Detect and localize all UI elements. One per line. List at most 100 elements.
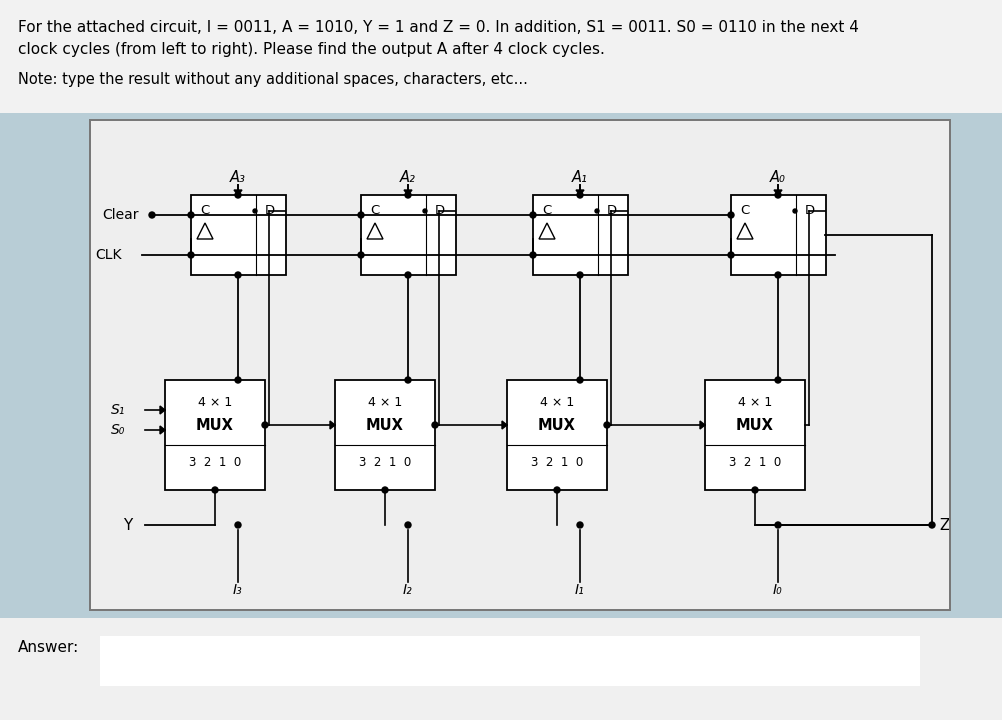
Circle shape	[530, 212, 536, 218]
Text: clock cycles (from left to right). Please find the output A after 4 clock cycles: clock cycles (from left to right). Pleas…	[18, 42, 605, 57]
Circle shape	[262, 422, 268, 428]
Bar	[705, 380, 805, 490]
Text: I₀: I₀	[774, 583, 783, 597]
Circle shape	[188, 252, 194, 258]
Circle shape	[358, 212, 364, 218]
Text: 3  2  1  0: 3 2 1 0	[359, 456, 411, 469]
Bar	[90, 120, 950, 610]
Text: MUX: MUX	[736, 418, 774, 433]
Text: C: C	[200, 204, 209, 217]
Text: CLK: CLK	[95, 248, 121, 262]
Text: Note: type the result without any additional spaces, characters, etc...: Note: type the result without any additi…	[18, 72, 528, 87]
Polygon shape	[576, 190, 584, 195]
Circle shape	[405, 272, 411, 278]
Circle shape	[577, 522, 583, 528]
Polygon shape	[539, 223, 555, 239]
Circle shape	[405, 522, 411, 528]
Text: 4 × 1: 4 × 1	[197, 395, 232, 408]
Circle shape	[577, 272, 583, 278]
Circle shape	[595, 209, 599, 213]
Bar	[90, 120, 950, 610]
Bar	[191, 195, 286, 275]
Circle shape	[775, 192, 781, 198]
Polygon shape	[234, 190, 242, 195]
Circle shape	[235, 192, 241, 198]
Polygon shape	[737, 223, 753, 239]
Text: D: D	[805, 204, 815, 217]
Text: 3  2  1  0: 3 2 1 0	[531, 456, 583, 469]
Text: C: C	[371, 204, 380, 217]
Text: I₁: I₁	[575, 583, 585, 597]
Circle shape	[929, 522, 935, 528]
Circle shape	[432, 422, 438, 428]
Circle shape	[604, 422, 610, 428]
Circle shape	[382, 487, 388, 493]
Circle shape	[423, 209, 427, 213]
Circle shape	[253, 209, 257, 213]
Text: Z: Z	[940, 518, 950, 533]
Bar	[731, 195, 826, 275]
Circle shape	[358, 252, 364, 258]
Text: Y: Y	[123, 518, 132, 533]
Circle shape	[775, 272, 781, 278]
Circle shape	[728, 212, 734, 218]
Bar	[507, 380, 607, 490]
Text: 4 × 1: 4 × 1	[737, 395, 773, 408]
Polygon shape	[502, 421, 507, 429]
Bar	[533, 195, 628, 275]
Circle shape	[752, 487, 758, 493]
Text: D: D	[607, 204, 617, 217]
Circle shape	[405, 192, 411, 198]
Circle shape	[149, 212, 155, 218]
Text: D: D	[265, 204, 276, 217]
Polygon shape	[404, 190, 412, 195]
Bar	[0, 618, 1002, 720]
Circle shape	[188, 212, 194, 218]
Circle shape	[775, 377, 781, 383]
Circle shape	[793, 209, 797, 213]
Text: C: C	[740, 204, 749, 217]
Circle shape	[235, 272, 241, 278]
Text: 4 × 1: 4 × 1	[368, 395, 402, 408]
Text: S₁: S₁	[110, 403, 125, 417]
Polygon shape	[367, 223, 383, 239]
Text: 4 × 1: 4 × 1	[540, 395, 574, 408]
Polygon shape	[700, 421, 705, 429]
Circle shape	[235, 377, 241, 383]
Polygon shape	[197, 223, 213, 239]
Polygon shape	[330, 421, 335, 429]
Bar	[335, 380, 435, 490]
Circle shape	[554, 487, 560, 493]
Text: A₂: A₂	[400, 169, 416, 184]
Bar	[0, 0, 1002, 113]
Polygon shape	[160, 406, 165, 414]
Circle shape	[212, 487, 218, 493]
Text: Clear: Clear	[102, 208, 138, 222]
Circle shape	[577, 192, 583, 198]
Text: MUX: MUX	[538, 418, 576, 433]
Text: 3  2  1  0: 3 2 1 0	[728, 456, 782, 469]
Text: A₁: A₁	[572, 169, 588, 184]
Text: I₃: I₃	[233, 583, 242, 597]
Circle shape	[405, 377, 411, 383]
Text: 3  2  1  0: 3 2 1 0	[188, 456, 241, 469]
Text: C: C	[542, 204, 552, 217]
Circle shape	[775, 522, 781, 528]
Text: Answer:: Answer:	[18, 641, 79, 655]
Text: I₂: I₂	[403, 583, 413, 597]
Text: S₀: S₀	[110, 423, 125, 437]
Circle shape	[235, 522, 241, 528]
Text: A₀: A₀	[771, 169, 786, 184]
Bar	[100, 636, 920, 686]
Circle shape	[728, 252, 734, 258]
Text: MUX: MUX	[196, 418, 233, 433]
Bar	[361, 195, 456, 275]
Polygon shape	[774, 190, 782, 195]
Polygon shape	[160, 426, 165, 434]
Text: MUX: MUX	[366, 418, 404, 433]
Text: A₃: A₃	[230, 169, 245, 184]
Bar	[165, 380, 265, 490]
Circle shape	[577, 377, 583, 383]
Text: For the attached circuit, I = 0011, A = 1010, Y = 1 and Z = 0. In addition, S1 =: For the attached circuit, I = 0011, A = …	[18, 20, 859, 35]
Circle shape	[530, 252, 536, 258]
